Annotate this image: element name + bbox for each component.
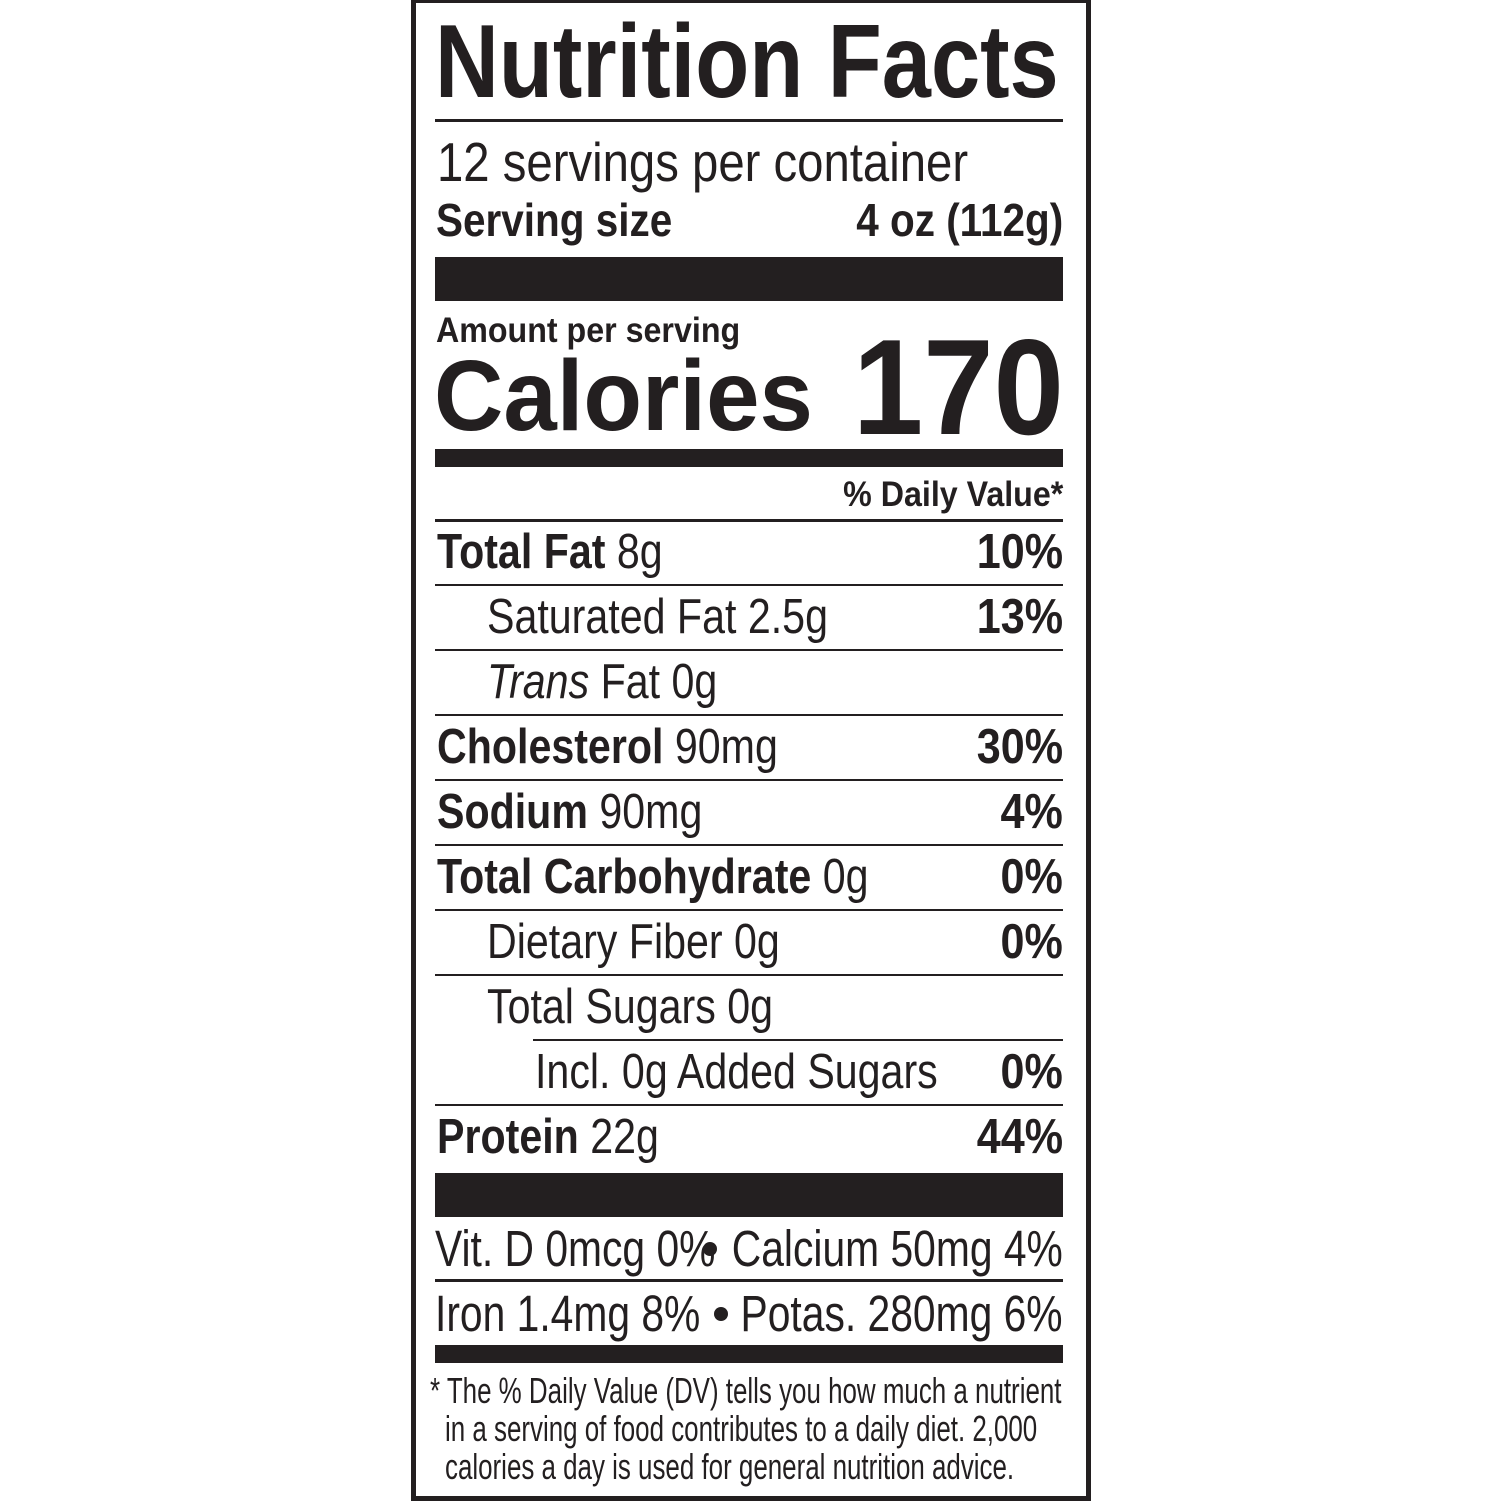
potassium-text: Potas. 280mg 6% [740, 1285, 1063, 1342]
divider-thick [435, 257, 1063, 301]
nutrient-italic-label: Trans [487, 655, 590, 709]
divider-thin [435, 1279, 1063, 1282]
nutrient-label: Dietary Fiber [487, 915, 723, 969]
nutrient-label: Total Fat [437, 525, 606, 579]
servings-text: 12 servings per container [437, 131, 969, 193]
nutrient-label: Protein [437, 1110, 579, 1164]
calcium: Calcium 50mg 4% [732, 1219, 1063, 1279]
nutrient-daily-value: 0% [1000, 915, 1063, 969]
divider-thin [435, 519, 1063, 522]
nutrient-name: Dietary Fiber 0g [487, 911, 780, 974]
nutrient-row: Total Carbohydrate 0g 0% [435, 846, 1063, 909]
calcium-text: Calcium 50mg 4% [731, 1220, 1063, 1277]
vitamin-row: Vit. D 0mcg 0% Calcium 50mg 4% [435, 1219, 1063, 1279]
nutrient-amount: 90mg [674, 720, 778, 774]
calories-value-text: 170 [852, 311, 1064, 463]
nutrient-row: Saturated Fat 2.5g 13% [435, 586, 1063, 649]
label-title: Nutrition Facts [435, 10, 1059, 114]
iron: Iron 1.4mg 8% [435, 1284, 700, 1344]
calories-value: 170 [853, 319, 1064, 455]
nutrient-row: Dietary Fiber 0g 0% [435, 911, 1063, 974]
nutrient-label: Cholesterol [437, 720, 664, 774]
divider-thin [435, 844, 1063, 846]
nutrient-label: Sodium [437, 785, 588, 839]
nutrient-name: Cholesterol 90mg [437, 716, 778, 779]
nutrient-amount: 8g [616, 525, 663, 579]
nutrient-name: Incl. 0g Added Sugars [535, 1041, 938, 1104]
nutrient-amount: 2.5g [747, 590, 828, 644]
serving-size-value: 4 oz (112g) [856, 195, 1063, 245]
amount-per-serving: Amount per serving [436, 313, 740, 349]
footnote-line: in a serving of food contributes to a da… [445, 1410, 1037, 1447]
mineral-row: Iron 1.4mg 8% Potas. 280mg 6% [435, 1284, 1063, 1344]
nutrient-row: Protein 22g 44% [435, 1106, 1063, 1169]
nutrient-row: Trans Fat 0g [435, 651, 1063, 714]
calories-label: Calories [434, 346, 813, 446]
bullet-icon [714, 1307, 728, 1321]
amount-per-serving-text: Amount per serving [436, 311, 741, 350]
nutrient-amount: 0g [734, 915, 780, 969]
footnote-line: * The % Daily Value (DV) tells you how m… [430, 1372, 1061, 1409]
nutrient-amount: 0g [822, 850, 869, 904]
vitamin-d-text: Vit. D 0mcg 0% [435, 1220, 716, 1277]
nutrition-label-border [411, 0, 1091, 1501]
daily-value-header: % Daily Value* [843, 476, 1063, 514]
divider-thin [533, 1039, 1063, 1041]
divider-thin [435, 909, 1063, 911]
nutrient-daily-value: 30% [976, 720, 1063, 774]
nutrient-label: Total Sugars [487, 980, 716, 1034]
potassium: Potas. 280mg 6% [741, 1284, 1063, 1344]
nutrient-daily-value: 0% [1000, 850, 1063, 904]
nutrient-daily-value: 4% [1000, 785, 1063, 839]
servings-per-container: 12 servings per container [437, 132, 968, 192]
bullet-icon [703, 1242, 717, 1256]
nutrient-daily-value: 0% [1000, 1045, 1063, 1099]
divider-thin [435, 779, 1063, 781]
calories-label-text: Calories [434, 340, 813, 452]
nutrient-label: Incl. 0g Added Sugars [535, 1045, 938, 1099]
nutrient-row: Sodium 90mg 4% [435, 781, 1063, 844]
title-text: Nutrition Facts [435, 4, 1059, 120]
divider-thin [435, 649, 1063, 651]
nutrient-label: Saturated Fat [487, 590, 737, 644]
nutrient-name: Total Fat 8g [437, 521, 663, 584]
nutrient-row: Cholesterol 90mg 30% [435, 716, 1063, 779]
nutrient-name: Sodium 90mg [437, 781, 702, 844]
nutrient-daily-value: 44% [976, 1110, 1063, 1164]
divider-thin [435, 714, 1063, 716]
nutrient-daily-value: 10% [976, 525, 1063, 579]
divider-thin [435, 119, 1063, 122]
nutrient-row: Total Sugars 0g [435, 976, 1063, 1039]
footnote-line: calories a day is used for general nutri… [445, 1448, 1014, 1485]
nutrient-name: Saturated Fat 2.5g [487, 586, 828, 649]
nutrient-amount: 90mg [599, 785, 703, 839]
divider-thin [435, 1104, 1063, 1106]
footnote-text: * The % Daily Value (DV) tells you how m… [430, 1370, 1062, 1411]
nutrient-row: Total Fat 8g 10% [435, 521, 1063, 584]
nutrient-amount: 0g [727, 980, 774, 1034]
nutrient-name: Protein 22g [437, 1106, 659, 1169]
nutrient-label: Total Carbohydrate [437, 850, 812, 904]
nutrient-name: Trans Fat 0g [487, 651, 717, 714]
vitamin-d: Vit. D 0mcg 0% [435, 1219, 715, 1279]
footnote-text: calories a day is used for general nutri… [445, 1446, 1015, 1487]
serving-size-label-text: Serving size [436, 194, 673, 246]
divider-thin [435, 584, 1063, 586]
serving-size-label: Serving size [436, 195, 672, 245]
divider-medium [435, 1345, 1063, 1363]
footnote-text: in a serving of food contributes to a da… [445, 1408, 1038, 1449]
nutrient-daily-value: 13% [976, 590, 1063, 644]
nutrient-amount: 0g [671, 655, 718, 709]
nutrient-amount: 22g [590, 1110, 659, 1164]
divider-thin [435, 974, 1063, 976]
iron-text: Iron 1.4mg 8% [435, 1285, 701, 1342]
nutrient-label: Fat [600, 655, 661, 709]
divider-thick [435, 1173, 1063, 1217]
nutrient-name: Total Sugars 0g [487, 976, 773, 1039]
serving-size-value-text: 4 oz (112g) [856, 194, 1063, 246]
nutrient-row: Incl. 0g Added Sugars 0% [435, 1041, 1063, 1104]
nutrient-name: Total Carbohydrate 0g [437, 846, 869, 909]
daily-value-header-text: % Daily Value* [842, 475, 1063, 514]
divider-medium [435, 449, 1063, 467]
